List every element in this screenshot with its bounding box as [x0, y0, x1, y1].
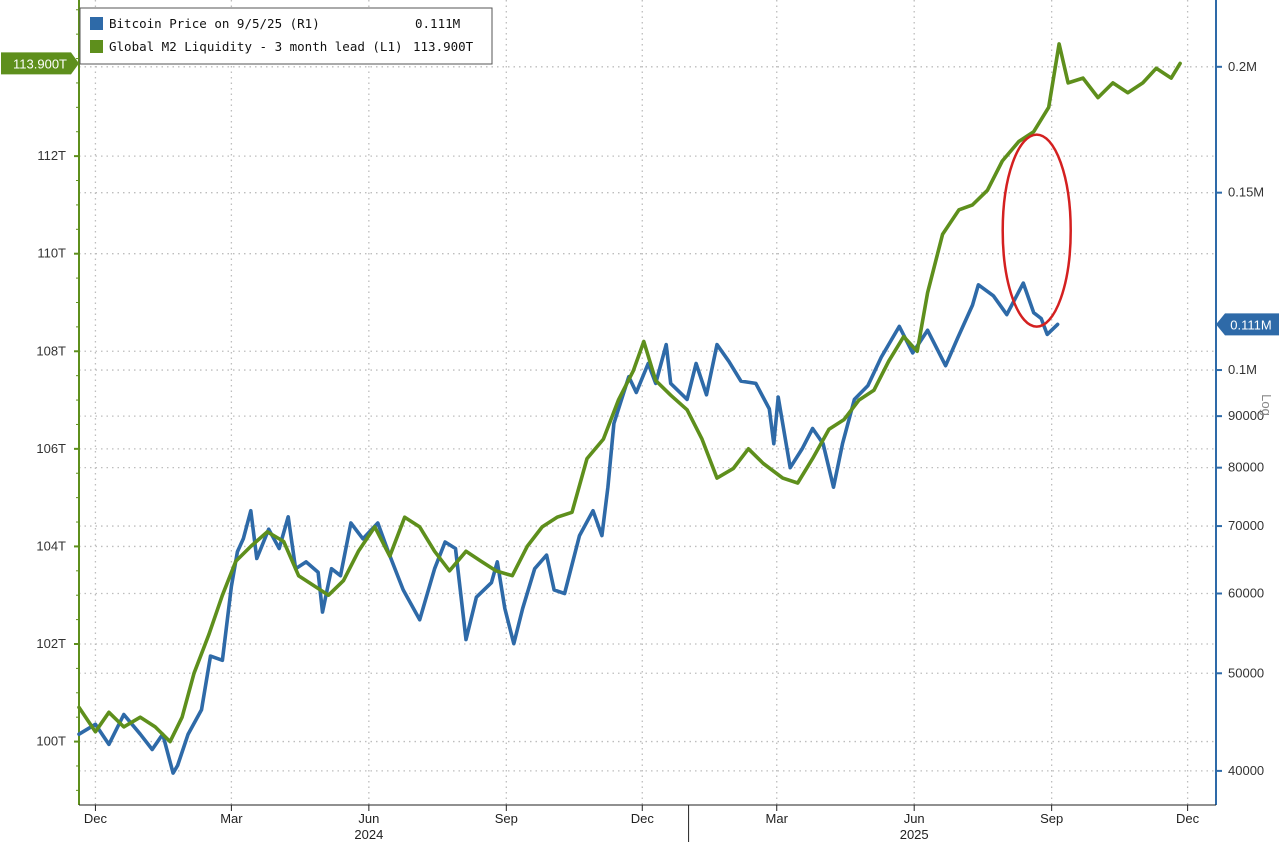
legend-swatch-m2: [90, 40, 103, 53]
right-tick-label: 40000: [1228, 763, 1264, 778]
right-tick-label: 50000: [1228, 665, 1264, 680]
right-tick-label: 0.1M: [1228, 362, 1257, 377]
right-axis-scale-label: Log: [1259, 394, 1274, 416]
annotations: [1001, 133, 1072, 328]
left-tick-label: 102T: [36, 636, 66, 651]
x-tick-label: Jun: [904, 811, 925, 826]
right-tick-label: 70000: [1228, 518, 1264, 533]
legend: Bitcoin Price on 9/5/25 (R1) 0.111M Glob…: [79, 7, 493, 65]
legend-label-bitcoin: Bitcoin Price on 9/5/25 (R1): [109, 16, 320, 31]
legend-value-m2: 113.900T: [413, 39, 474, 54]
x-tick-label: Dec: [84, 811, 108, 826]
right-last-value-label: 0.111M: [1230, 317, 1271, 332]
left-tick-label: 106T: [36, 441, 66, 456]
x-tick-label: Mar: [220, 811, 243, 826]
x-tick-label: Mar: [766, 811, 789, 826]
legend-value-bitcoin: 0.111M: [415, 16, 460, 31]
left-tick-label: 104T: [36, 538, 66, 553]
left-last-value-label: 113.900T: [13, 56, 67, 71]
right-tick-label: 0.15M: [1228, 185, 1264, 200]
right-tick-label: 90000: [1228, 408, 1264, 423]
series-line-bitcoin: [77, 281, 1060, 775]
x-year-label: 2025: [900, 827, 929, 842]
x-tick-label: Dec: [1176, 811, 1200, 826]
right-tick-label: 80000: [1228, 460, 1264, 475]
left-axis-ticks: 100T 102T 104T 106T 108T 110T 112T: [36, 9, 79, 791]
axes: [78, 0, 1217, 806]
x-tick-label: Jun: [358, 811, 379, 826]
series-lines: [77, 42, 1182, 775]
left-last-value-badge: 113.900T: [1, 52, 79, 75]
right-last-value-badge: 0.111M: [1216, 313, 1279, 336]
left-tick-label: 108T: [36, 343, 66, 358]
left-last-value-badge-shape: [1, 52, 79, 75]
x-tick-label: Dec: [631, 811, 655, 826]
right-tick-label: 60000: [1228, 586, 1264, 601]
legend-label-m2: Global M2 Liquidity - 3 month lead (L1): [109, 39, 403, 54]
left-tick-label: 100T: [36, 734, 66, 749]
right-axis-ticks: 40000 50000 60000 70000 80000 90000 0.1M 0.15M 0…: [1216, 59, 1264, 778]
x-tick-label: Sep: [1040, 811, 1063, 826]
series-line-m2: [77, 42, 1182, 744]
right-tick-label: 0.2M: [1228, 59, 1257, 74]
right-last-value-badge-shape: [1216, 313, 1279, 336]
legend-swatch-bitcoin: [90, 17, 103, 30]
grid-lines: [79, 0, 1216, 805]
x-tick-label: Sep: [495, 811, 518, 826]
left-tick-label: 110T: [37, 246, 66, 261]
legend-box: [79, 7, 493, 65]
x-year-label: 2024: [354, 827, 383, 842]
left-tick-label: 112T: [37, 148, 66, 163]
annotation-ellipse: [1001, 133, 1072, 328]
x-axis-ticks: Dec Mar Jun Sep Dec Mar Jun Sep Dec 2024 2025: [84, 805, 1200, 842]
